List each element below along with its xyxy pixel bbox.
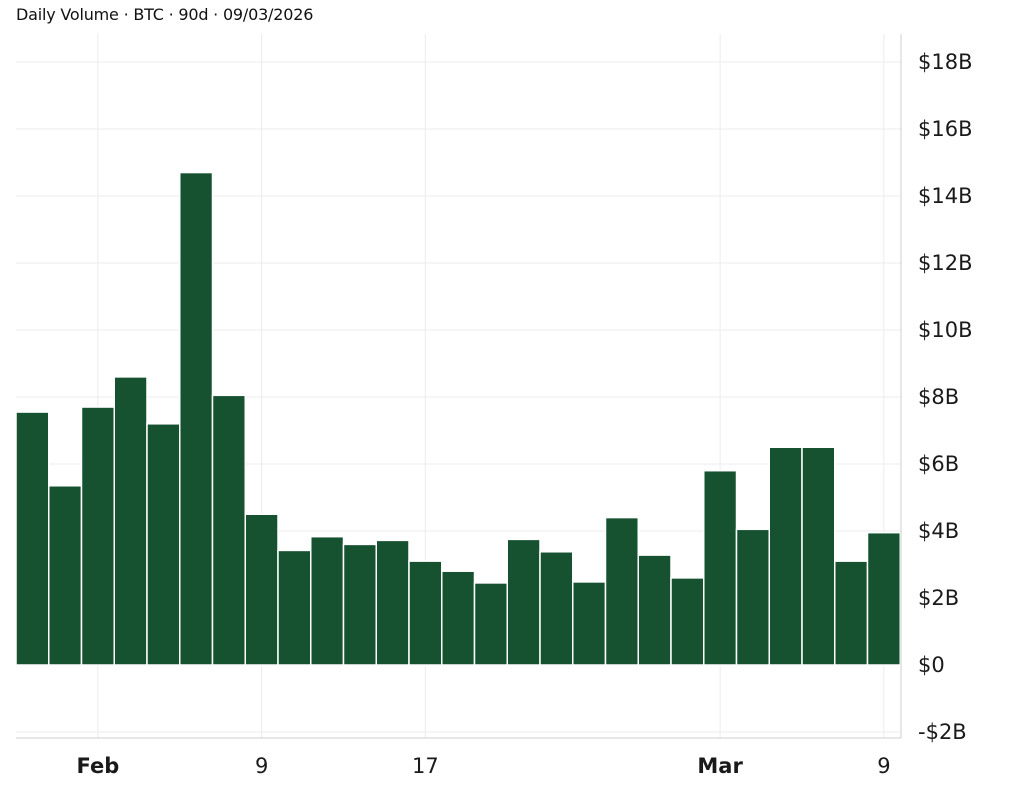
x-tick-label: Mar	[697, 754, 743, 778]
volume-bar[interactable]	[15, 411, 50, 666]
bar-layer	[15, 171, 901, 666]
volume-bar[interactable]	[637, 554, 672, 666]
volume-bar[interactable]	[179, 171, 214, 666]
volume-bar[interactable]	[670, 577, 705, 666]
y-tick-label: -$2B	[918, 720, 967, 744]
volume-bar[interactable]	[441, 570, 476, 666]
y-tick-label: $12B	[918, 251, 973, 275]
axis-layer	[16, 34, 902, 739]
volume-bar[interactable]	[703, 469, 738, 666]
volume-bar[interactable]	[572, 581, 607, 666]
y-tick-layer: -$2B $0 $2B $4B $6B $8B $10B $12B $14B $16B $18B	[918, 50, 973, 744]
y-tick-label: $14B	[918, 184, 973, 208]
y-tick-label: $4B	[918, 519, 959, 543]
x-tick-label: Feb	[76, 754, 119, 778]
volume-bar[interactable]	[834, 560, 869, 666]
x-tick-label: 9	[255, 754, 268, 778]
volume-bar[interactable]	[48, 485, 83, 666]
volume-bar[interactable]	[604, 516, 639, 666]
x-tick-layer: Feb 9 17 Mar 9	[76, 754, 890, 778]
y-tick-label: $2B	[918, 586, 959, 610]
y-tick-label: $18B	[918, 50, 973, 74]
y-tick-label: $10B	[918, 318, 973, 342]
volume-bar[interactable]	[801, 446, 836, 666]
volume-bar[interactable]	[80, 406, 115, 666]
volume-bar[interactable]	[375, 539, 410, 666]
x-tick-label: 17	[412, 754, 439, 778]
volume-bar[interactable]	[211, 394, 246, 666]
y-tick-label: $16B	[918, 117, 973, 141]
volume-bar[interactable]	[506, 538, 541, 666]
y-tick-label: $0	[918, 653, 945, 677]
volume-bar[interactable]	[866, 531, 901, 666]
y-tick-label: $6B	[918, 452, 959, 476]
y-tick-label: $8B	[918, 385, 959, 409]
chart-title: Daily Volume · BTC · 90d · 09/03/2026	[16, 5, 314, 24]
volume-bar[interactable]	[735, 528, 770, 666]
volume-bar[interactable]	[146, 423, 181, 666]
volume-bar[interactable]	[342, 543, 377, 666]
volume-bar[interactable]	[408, 560, 443, 666]
volume-bar[interactable]	[768, 446, 803, 666]
volume-bar[interactable]	[113, 376, 148, 666]
volume-bar[interactable]	[310, 535, 345, 666]
volume-bar[interactable]	[473, 582, 508, 666]
volume-bar[interactable]	[539, 551, 574, 666]
volume-bar[interactable]	[244, 513, 279, 666]
volume-bar[interactable]	[277, 549, 312, 666]
x-tick-label: 9	[877, 754, 890, 778]
